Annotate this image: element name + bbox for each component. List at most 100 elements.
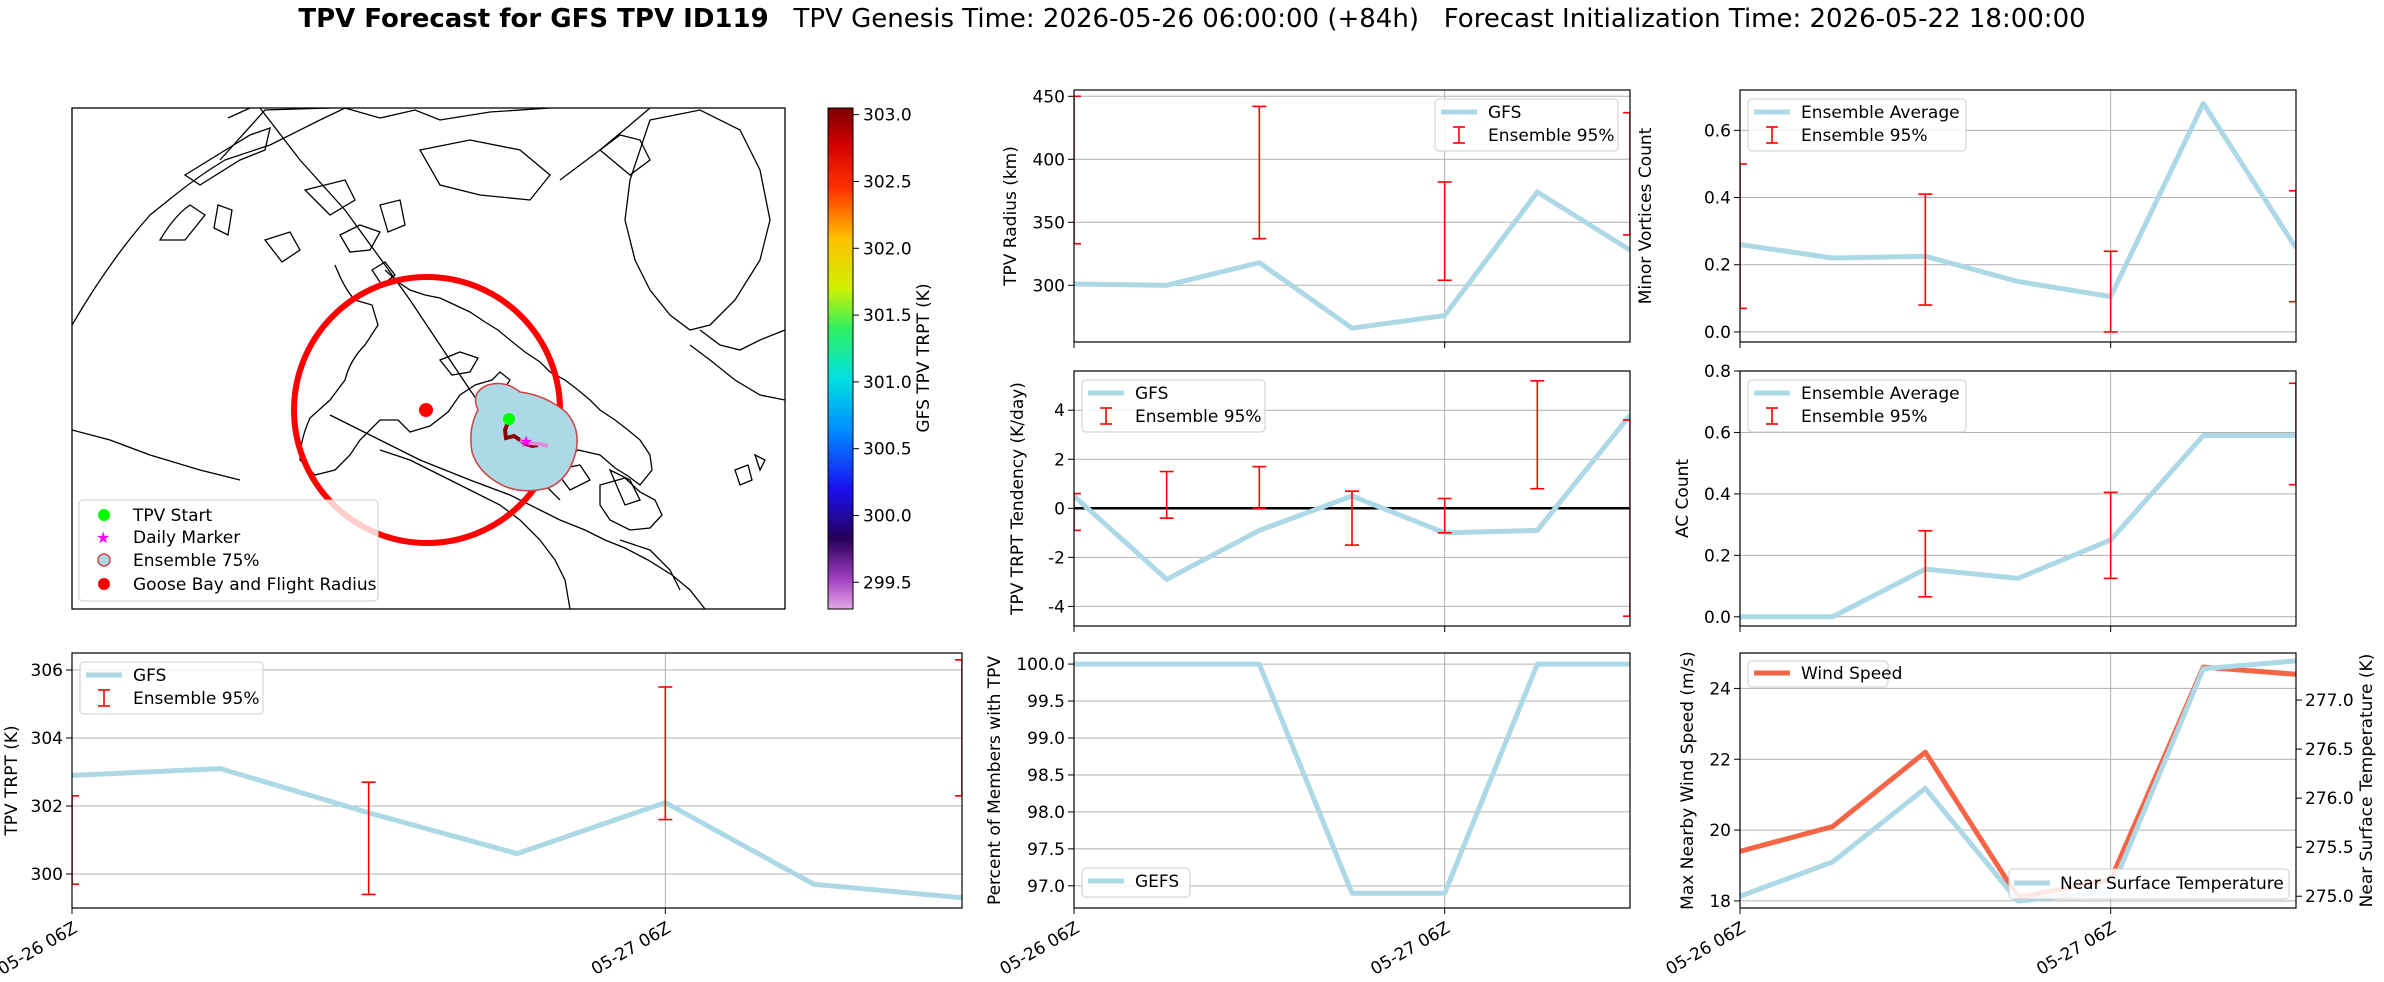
xtick-label: 05-26 06Z — [1663, 918, 1749, 979]
legend-daily-marker-icon: ★ — [96, 528, 110, 547]
xtick-label: 05-26 06Z — [0, 918, 81, 979]
y-axis-label: AC Count — [1673, 459, 1693, 538]
legend-ensemble-75-label: Ensemble 75% — [133, 551, 260, 571]
ytick-right-label: 276.0 — [2305, 789, 2354, 809]
colorbar-ticks: 299.5 300.0 300.5 301.0 301.5 302.0 302.5 303.0 — [853, 106, 912, 593]
goose-bay-marker — [419, 403, 433, 417]
map-legend: TPV Start ★ Daily Marker Ensemble 75% Go… — [78, 499, 379, 602]
legend-goose-bay-icon — [98, 578, 110, 590]
ytick-label: 350 — [1033, 213, 1065, 233]
legend-box — [1747, 660, 1889, 688]
legend-label: Wind Speed — [1801, 664, 1902, 684]
colorbar-tick-label: 299.5 — [863, 573, 912, 593]
ensemble-75-area — [470, 382, 578, 492]
legend-label: GFS — [133, 666, 166, 686]
map-coastlines — [72, 108, 785, 609]
plot-area — [1074, 95, 1630, 331]
ytick-label: 20 — [1709, 821, 1731, 841]
ytick-label: 98.0 — [1027, 803, 1065, 823]
xtick-label: 05-26 06Z — [997, 918, 1083, 979]
colorbar: 299.5 300.0 300.5 301.0 301.5 302.0 302.5 303.0… — [827, 106, 934, 610]
ytick-label: 97.0 — [1027, 877, 1065, 897]
legend: GFS Ensemble 95% — [1434, 98, 1619, 152]
plot-area — [1074, 380, 1630, 617]
xtick-label: 05-27 06Z — [2033, 918, 2119, 979]
legend-box — [1081, 867, 1191, 898]
colorbar-tick-label: 300.5 — [863, 440, 912, 460]
y-axis-label: Max Nearby Wind Speed (m/s) — [1678, 651, 1698, 910]
series-line-ensemble-average — [1740, 433, 2296, 620]
ytick-label: 4 — [1054, 401, 1065, 421]
ytick-label: -2 — [1048, 548, 1065, 568]
ytick-label: 2 — [1054, 450, 1065, 470]
legend: Ensemble Average Ensemble 95% — [1747, 98, 1967, 152]
axes-frame — [1739, 370, 2297, 627]
axes-frame — [71, 652, 963, 909]
y-axis-label: TPV TRPT Tendency (K/day) — [1008, 382, 1028, 616]
figure-title: TPV Forecast for GFS TPV ID119 TPV Genes… — [0, 4, 2384, 34]
ytick-label: 98.5 — [1027, 766, 1065, 786]
legend: GFS Ensemble 95% — [1081, 379, 1266, 433]
ytick-label: 306 — [31, 661, 63, 681]
series-line-near-surface-temperature — [1740, 658, 2296, 904]
y-axis-label: TPV TRPT (K) — [2, 725, 22, 836]
ytick-label: 0.6 — [1704, 121, 1731, 141]
legend-ensemble-75-icon — [97, 553, 111, 567]
legend-label: Ensemble 95% — [1801, 407, 1928, 427]
legend: Near Surface Temperature — [2008, 868, 2290, 900]
chart-tendency: -4 -2 0 2 4 TPV TRPT Tendency (K/day) GFS Ensem… — [1008, 370, 1631, 632]
ytick-label: 0.0 — [1704, 323, 1731, 343]
y-axis-right-label: Near Surface Temperature (K) — [2357, 654, 2377, 908]
plot-area — [1740, 382, 2296, 620]
tpv-start-marker — [503, 413, 515, 425]
legend-box — [1747, 98, 1967, 152]
chart-trpt: 300 302 304 306 05-26 06Z 05-27 06Z TPV TRPT (… — [0, 652, 963, 980]
ytick-label: 99.5 — [1027, 692, 1065, 712]
ytick-label: 0.4 — [1704, 485, 1731, 505]
legend: Wind Speed — [1747, 660, 1902, 688]
ytick-label: 0.4 — [1704, 189, 1731, 209]
axes-frame — [1073, 652, 1631, 909]
ytick-label: 0.0 — [1704, 608, 1731, 628]
plot-area — [1740, 658, 2296, 904]
ytick-label: 300 — [31, 865, 63, 885]
ytick-label: 99.0 — [1027, 729, 1065, 749]
tpv-track-late — [519, 438, 549, 448]
colorbar-tick-label: 300.0 — [863, 506, 912, 526]
xtick-label: 05-27 06Z — [1367, 918, 1453, 979]
colorbar-tick-label: 302.5 — [863, 172, 912, 192]
tpv-track — [502, 419, 539, 449]
colorbar-tick-label: 301.5 — [863, 306, 912, 326]
map-frame — [71, 107, 786, 610]
ytick-label: 18 — [1709, 892, 1731, 912]
ytick-label: 300 — [1033, 276, 1065, 296]
legend: Ensemble Average Ensemble 95% — [1747, 379, 1967, 433]
map-panel: ★ TPV Start ★ Daily Marker Ensemble 75% … — [71, 106, 934, 610]
legend-daily-marker-label: Daily Marker — [133, 528, 240, 548]
daily-marker-star: ★ — [519, 432, 533, 451]
colorbar-tick-label: 302.0 — [863, 239, 912, 259]
chart-wind: 18 20 22 24 05-26 06Z 05-27 06Z Max Nearby Win… — [1663, 651, 2377, 979]
chart-minor: 0.0 0.2 0.4 0.6 Minor Vortices Count Ensemble… — [1636, 89, 2297, 348]
axes-frame — [1073, 370, 1631, 627]
legend-box — [1434, 98, 1619, 152]
map-legend-box — [78, 499, 379, 602]
legend-label: Ensemble 95% — [1135, 407, 1262, 427]
ytick-label: 0.6 — [1704, 423, 1731, 443]
y-axis-label: TPV Radius (km) — [1001, 146, 1021, 287]
legend-box — [1081, 379, 1266, 433]
ytick-label: 400 — [1033, 150, 1065, 170]
ytick-right-label: 275.5 — [2305, 838, 2354, 858]
ytick-label: 0 — [1054, 499, 1065, 519]
ytick-label: 97.5 — [1027, 840, 1065, 860]
axes-frame — [1739, 652, 2297, 909]
legend-label: GFS — [1488, 103, 1521, 123]
ytick-label: 304 — [31, 729, 63, 749]
axes-frame — [1073, 89, 1631, 343]
legend-tpv-start-icon — [98, 509, 110, 521]
ytick-label: 24 — [1709, 679, 1731, 699]
colorbar-tick-label: 303.0 — [863, 106, 912, 126]
legend-box — [1747, 379, 1967, 433]
